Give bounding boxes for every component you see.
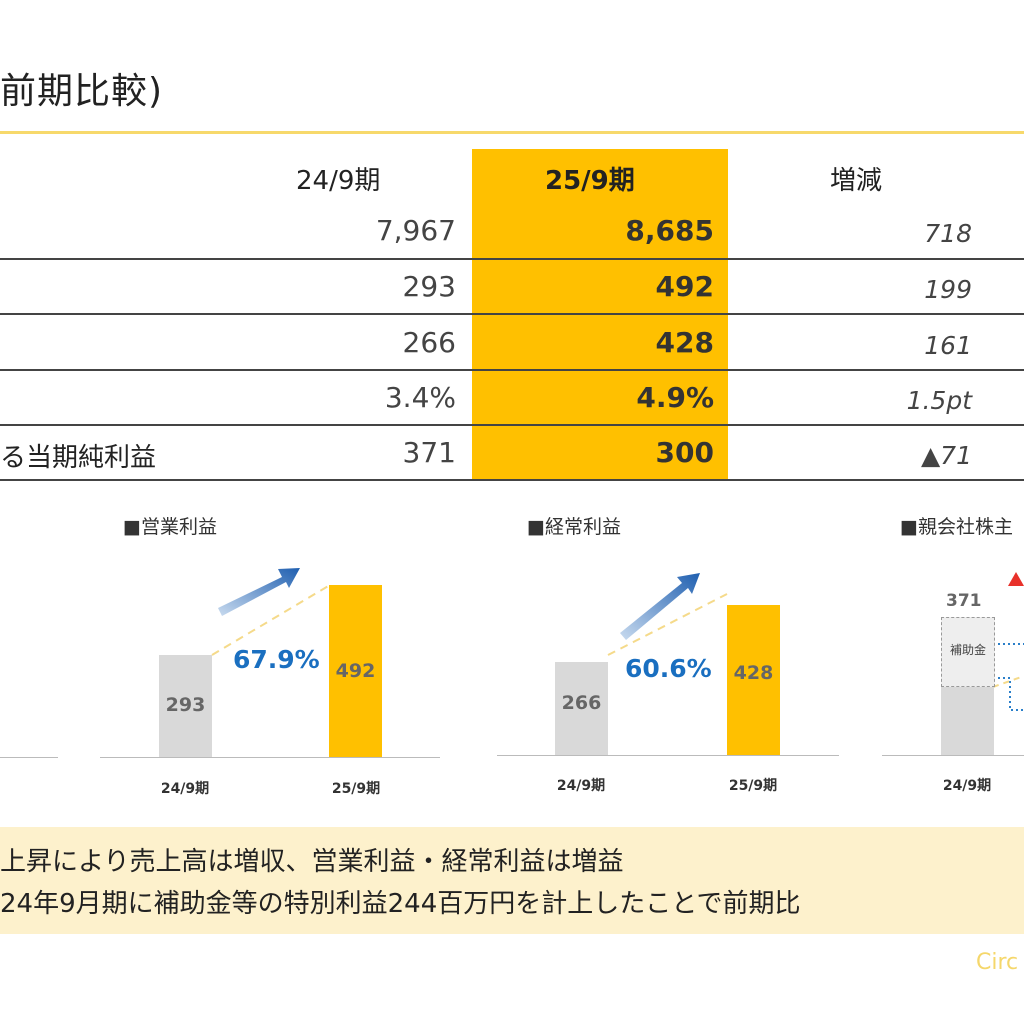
data-label: 428: [733, 662, 774, 684]
cell-change: ▲71: [920, 441, 972, 470]
footer-brand: Circ: [976, 950, 1019, 975]
row-divider: [0, 313, 1024, 315]
cell-change: 718: [924, 219, 972, 248]
note-line: 24年9月期に補助金等の特別利益244百万円を計上したことで前期比: [0, 889, 801, 919]
tick-label: 24/9期: [942, 778, 992, 794]
cell-prev: 266: [402, 326, 456, 359]
growth-rate-label: 60.6%: [625, 654, 712, 683]
cell-change: 1.5pt: [906, 386, 972, 415]
cell-change: 161: [924, 331, 972, 360]
cell-prev: 293: [402, 270, 456, 303]
row-divider: [0, 479, 1024, 481]
tick-label: 24/9期: [160, 781, 210, 797]
row-label: る当期純利益: [0, 443, 157, 473]
row-divider: [0, 369, 1024, 371]
x-axis: [0, 757, 58, 758]
bar: [329, 585, 382, 757]
bar: [159, 655, 212, 757]
trend-dashed-line: [992, 675, 1024, 688]
chart-title: ■営業利益: [123, 516, 217, 538]
tick-label: 25/9期: [728, 778, 778, 794]
chart-title: ■親会社株主: [900, 516, 1013, 538]
row-divider: [0, 258, 1024, 260]
cell-cur: 428: [655, 326, 714, 359]
x-axis: [100, 757, 440, 758]
data-label: 492: [335, 660, 376, 682]
row-divider: [0, 424, 1024, 426]
note-line: 上昇により売上高は増収、営業利益・経常利益は増益: [0, 847, 624, 877]
cell-prev: 3.4%: [384, 381, 456, 414]
bar: [555, 662, 608, 755]
tick-label: 24/9期: [556, 778, 606, 794]
header-prev: 24/9期: [296, 166, 381, 196]
header-change: 増減: [830, 166, 883, 196]
cell-cur: 492: [655, 270, 714, 303]
header-cur: 25/9期: [545, 166, 635, 196]
cell-cur: 4.9%: [636, 381, 714, 414]
title-rule: [0, 131, 1024, 134]
page-title: 前期比較): [0, 71, 164, 112]
bar: [727, 605, 780, 755]
summary-note-box: 上昇により売上高は増収、営業利益・経常利益は増益 24年9月期に補助金等の特別利…: [0, 827, 1024, 934]
cell-prev: 7,967: [375, 214, 456, 247]
chart-title: ■経常利益: [527, 516, 621, 538]
cell-change: 199: [924, 275, 972, 304]
growth-arrow-icon: [218, 568, 300, 616]
data-label: 371: [946, 591, 982, 611]
tick-label: 25/9期: [331, 781, 381, 797]
growth-rate-label: 67.9%: [233, 645, 320, 674]
x-axis: [882, 755, 1024, 756]
trend-dashed-line: [211, 584, 331, 656]
subsidy-segment: 補助金: [941, 617, 995, 687]
cell-cur: 300: [655, 436, 714, 469]
decline-triangle-icon: [1008, 572, 1024, 586]
cell-prev: 371: [402, 436, 456, 469]
data-label: 266: [561, 692, 602, 714]
x-axis: [497, 755, 839, 756]
cell-cur: 8,685: [625, 214, 714, 247]
data-label: 293: [165, 694, 206, 716]
subsidy-dotted-connector: [993, 643, 1024, 711]
growth-arrow-icon: [620, 573, 700, 640]
